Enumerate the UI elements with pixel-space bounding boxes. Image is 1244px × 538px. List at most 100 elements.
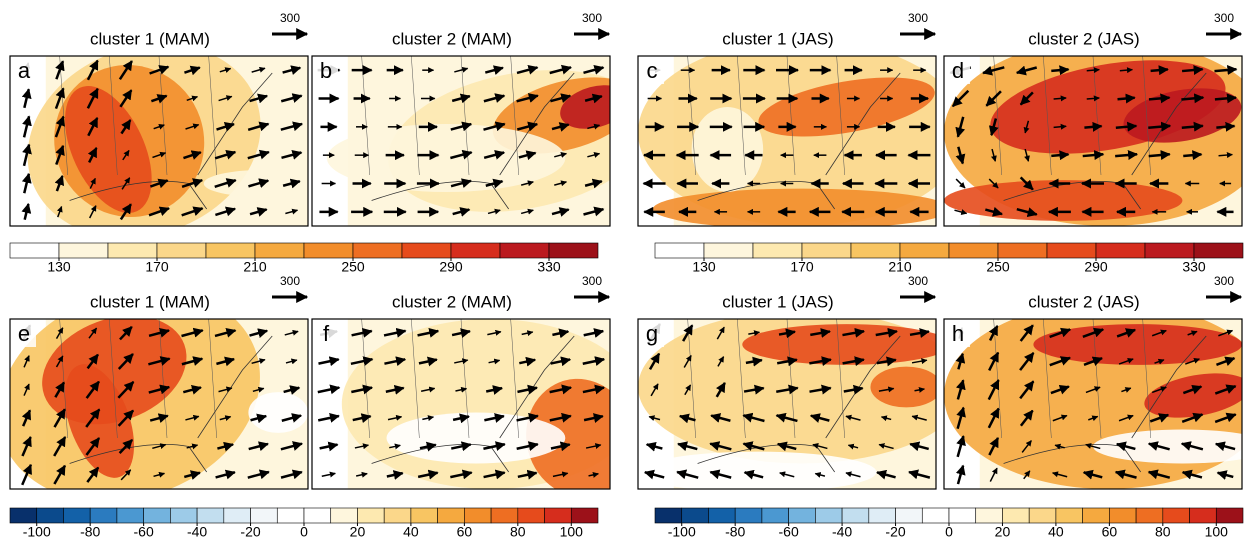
wind-vector xyxy=(182,384,202,395)
wind-vector xyxy=(549,384,572,395)
colorbar-segment xyxy=(681,507,709,524)
colorbar-tick-label: 130 xyxy=(692,259,716,275)
colorbar-tick-label: -20 xyxy=(885,524,905,538)
wind-vector xyxy=(585,443,602,449)
colorbar-segment xyxy=(1095,242,1146,259)
colorbar-segment xyxy=(570,507,599,524)
wind-vector xyxy=(354,443,370,450)
colorbar-segment xyxy=(357,507,385,524)
wind-vector xyxy=(1154,358,1165,365)
wind-vector xyxy=(1086,95,1100,102)
wind-vector xyxy=(350,356,374,366)
colorbar-segment xyxy=(1144,242,1195,259)
wind-vector xyxy=(911,358,928,365)
wind-vector xyxy=(845,414,861,421)
wind-vector xyxy=(119,326,133,341)
wind-vector xyxy=(1082,150,1105,161)
wind-vector xyxy=(452,413,470,424)
wind-vector xyxy=(1214,65,1238,75)
wind-vector xyxy=(583,328,605,338)
letter-box xyxy=(12,58,36,84)
wind-vector xyxy=(247,121,270,132)
wind-vector xyxy=(584,93,603,104)
wind-vector xyxy=(88,327,98,339)
wind-vector xyxy=(281,413,303,423)
wind-vector xyxy=(683,354,692,368)
wind-vector xyxy=(1181,121,1204,132)
colorbar-tick-label: 130 xyxy=(47,259,71,275)
wind-vector xyxy=(955,379,966,400)
wind-vector xyxy=(186,443,199,450)
wind-vector xyxy=(552,471,569,478)
colorbar-segment xyxy=(948,242,999,259)
wind-vector xyxy=(1051,65,1070,76)
state-line xyxy=(786,319,796,439)
colorbar-segment xyxy=(1193,242,1244,259)
wind-vector xyxy=(247,149,270,160)
wind-vector xyxy=(452,207,471,217)
wind-vector xyxy=(118,60,133,80)
wind-vector xyxy=(351,328,373,338)
wind-vector xyxy=(812,443,828,450)
state-line xyxy=(208,319,217,439)
colorbar-segment xyxy=(1055,507,1083,524)
colorbar-segment xyxy=(801,242,852,259)
wind-vector xyxy=(281,150,303,160)
wind-vector xyxy=(1051,150,1070,161)
colorbar-segment xyxy=(116,507,144,524)
wind-vector xyxy=(982,65,1005,76)
wind-vector xyxy=(1148,121,1172,132)
reference-vector-label: 300 xyxy=(280,11,300,25)
colorbar-segment xyxy=(107,242,158,259)
panel-letter: a xyxy=(18,58,31,83)
wind-vector xyxy=(847,443,859,450)
colorbar-segment xyxy=(654,507,683,524)
wind-vector xyxy=(1019,352,1035,371)
wind-vector xyxy=(775,412,798,423)
wind-vector xyxy=(21,409,32,427)
wind-vector xyxy=(842,356,865,367)
wind-vector xyxy=(214,327,237,338)
colorbar-segment xyxy=(401,242,452,259)
wind-vector xyxy=(85,408,101,428)
wind-vector xyxy=(517,384,538,395)
colorbar-tick-label: 210 xyxy=(888,259,912,275)
wind-vector xyxy=(284,329,299,336)
colorbar-segment xyxy=(63,507,91,524)
reference-vector-label: 300 xyxy=(1214,274,1234,288)
wind-vector xyxy=(516,64,539,75)
coastline xyxy=(371,72,575,210)
wind-vector xyxy=(1021,440,1032,453)
state-line xyxy=(737,56,746,176)
wind-vector xyxy=(184,65,201,76)
shading xyxy=(1123,88,1242,143)
wind-vector xyxy=(280,469,303,480)
wind-vector xyxy=(988,325,999,341)
wind-vector xyxy=(283,385,301,395)
wind-vector xyxy=(809,356,832,367)
wind-vector xyxy=(450,178,472,188)
wind-vector xyxy=(716,326,725,340)
wind-vector xyxy=(1049,356,1071,367)
wind-vector xyxy=(417,469,439,480)
wind-vector xyxy=(677,441,698,452)
wind-vector xyxy=(1052,471,1068,478)
wind-vector xyxy=(86,353,99,370)
state-line xyxy=(836,56,845,176)
map-panel xyxy=(312,319,610,489)
wind-vector xyxy=(21,436,32,457)
wind-vector xyxy=(285,358,298,365)
wind-vector xyxy=(485,385,504,395)
colorbar-segment xyxy=(490,507,519,524)
wind-vector xyxy=(454,66,469,73)
wind-vector xyxy=(1147,441,1170,451)
wind-vector xyxy=(1121,387,1132,393)
colorbar-segment xyxy=(788,507,816,524)
wind-vector xyxy=(1148,150,1171,161)
colorbar-segment xyxy=(1109,507,1137,524)
shading xyxy=(1093,429,1242,464)
wind-vector xyxy=(842,327,865,338)
wind-vector xyxy=(215,206,237,217)
wind-vector xyxy=(249,207,268,217)
colorbar-segment xyxy=(499,242,550,259)
